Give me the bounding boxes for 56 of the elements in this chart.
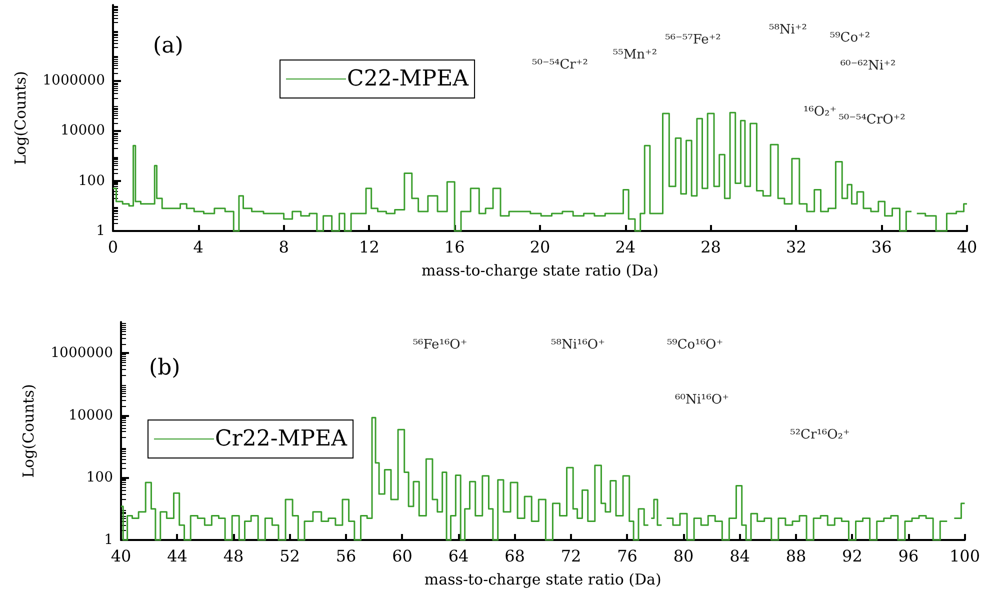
x-tick-label: 44 <box>167 546 188 566</box>
x-tick-label: 100 <box>949 546 980 566</box>
x-tick-label: 52 <box>280 546 300 566</box>
annotation: ⁵⁵Mn⁺² <box>612 48 658 62</box>
annotation: ⁵⁸Ni¹⁶O⁺ <box>551 338 605 352</box>
legend-label: C22-MPEA <box>347 66 470 92</box>
x-axis-title: mass-to-charge state ratio (Da) <box>424 570 662 588</box>
x-tick-label: 40 <box>110 546 132 566</box>
y-axis-title: Log(Counts) <box>20 384 38 478</box>
annotation: ⁵⁹Co⁺² <box>830 30 870 46</box>
annotation: ¹⁶O₂⁺ <box>803 104 837 120</box>
x-tick-label: 76 <box>617 546 638 566</box>
x-tick-label: 8 <box>278 238 289 256</box>
x-tick-label: 56 <box>336 546 356 566</box>
x-tick-label: 72 <box>560 546 582 566</box>
x-tick-label: 20 <box>530 238 550 256</box>
x-tick-label: 96 <box>898 546 919 566</box>
x-tick-label: 12 <box>359 238 380 256</box>
annotation: ⁵⁰⁻⁵⁴Cr⁺² <box>532 58 588 72</box>
x-tick-label: 68 <box>504 546 525 566</box>
annotation: ⁵⁸Ni⁺² <box>768 22 808 38</box>
x-tick-label: 36 <box>871 238 892 256</box>
annotation: ⁵⁰⁻⁵⁴CrO⁺² <box>838 112 906 128</box>
y-tick-label: 1000000 <box>42 72 105 88</box>
x-tick-label: 64 <box>448 546 469 566</box>
annotation: ⁶⁰⁻⁶²Ni⁺² <box>840 58 896 74</box>
x-tick-label: 28 <box>700 238 721 256</box>
annotation: ⁵⁶⁻⁵⁷Fe⁺² <box>665 32 721 48</box>
x-tick-label: 80 <box>673 546 694 566</box>
x-tick-label: 40 <box>956 238 978 256</box>
x-tick-label: 16 <box>444 238 465 256</box>
y-tick-label: 100 <box>78 172 105 189</box>
annotation: ⁵⁶Fe¹⁶O⁺ <box>412 338 468 352</box>
y-tick-label: 10000 <box>60 122 105 139</box>
annotation: (a) <box>153 34 184 58</box>
x-tick-label: 24 <box>615 238 636 256</box>
x-tick-label: 0 <box>108 238 118 256</box>
x-tick-label: 60 <box>392 546 412 566</box>
x-tick-label: 4 <box>193 238 204 256</box>
annotation: (b) <box>149 356 180 380</box>
x-tick-label: 48 <box>223 546 244 566</box>
y-tick-label: 1000000 <box>50 345 113 362</box>
y-tick-label: 100 <box>86 470 113 486</box>
annotation: ⁵²Cr¹⁶O₂⁺ <box>790 428 850 442</box>
y-tick-label: 10000 <box>68 407 113 424</box>
x-tick-label: 92 <box>842 546 862 566</box>
x-tick-label: 32 <box>786 238 806 256</box>
y-tick-label: 1 <box>104 532 113 548</box>
y-tick-label: 1 <box>96 223 105 239</box>
x-tick-label: 88 <box>786 546 806 566</box>
y-axis-title: Log(Counts) <box>12 71 30 165</box>
x-axis-title: mass-to-charge state ratio (Da) <box>422 262 658 280</box>
annotation: ⁵⁹Co¹⁶O⁺ <box>666 338 724 352</box>
legend-label: Cr22-MPEA <box>215 426 348 452</box>
annotation: ⁶⁰Ni¹⁶O⁺ <box>675 392 729 408</box>
x-tick-label: 84 <box>730 546 750 566</box>
